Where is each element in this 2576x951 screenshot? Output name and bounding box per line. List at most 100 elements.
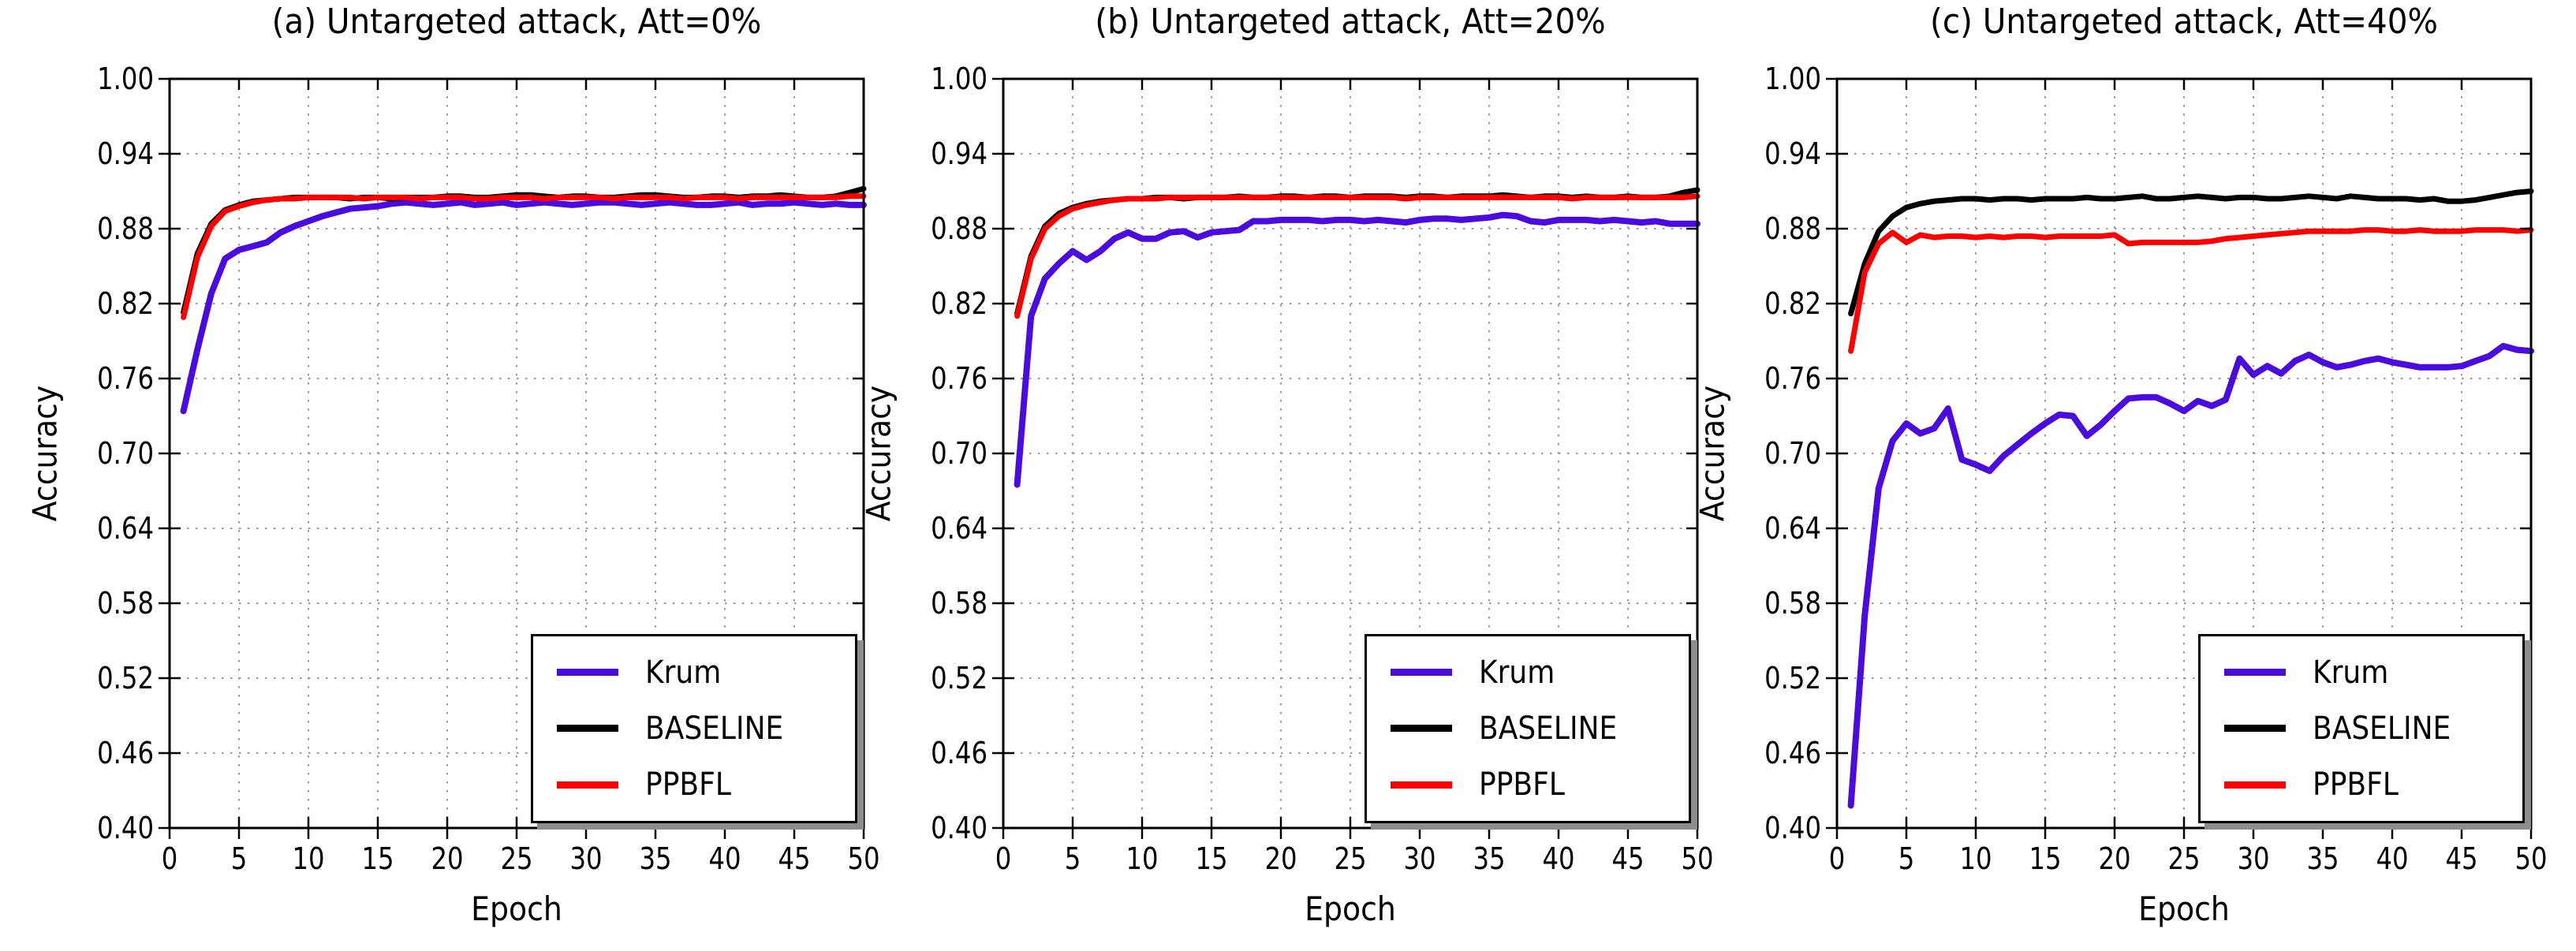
y-tick-label: 0.82 <box>931 286 987 321</box>
y-tick-label: 0.70 <box>1764 436 1821 471</box>
legend-label: BASELINE <box>1479 710 1618 747</box>
legend-item: Krum <box>533 655 855 691</box>
panel-2-x-axis-label: Epoch <box>2138 889 2230 928</box>
x-tick-label: 50 <box>1681 841 1714 876</box>
y-tick-label: 0.64 <box>931 511 987 546</box>
legend-item: BASELINE <box>2201 710 2522 747</box>
y-tick-label: 0.94 <box>1764 136 1821 171</box>
legend-label: PPBFL <box>1479 766 1565 804</box>
x-tick-label: 20 <box>431 841 464 876</box>
x-tick-label: 10 <box>292 841 325 876</box>
series-ppbfl-line <box>1014 193 1701 319</box>
x-tick-label: 45 <box>1611 841 1645 876</box>
x-tick-label: 10 <box>1959 841 1992 876</box>
y-tick-label: 0.82 <box>97 286 154 321</box>
legend-item: BASELINE <box>533 710 855 747</box>
legend-label: Krum <box>645 654 722 691</box>
series-krum-line <box>1847 342 2534 809</box>
x-tick-label: 45 <box>2445 841 2478 876</box>
panel-1-title: (b) Untargeted attack, Att=20% <box>1095 2 1606 42</box>
legend-label: Krum <box>1479 654 1555 691</box>
x-tick-label: 25 <box>500 841 533 876</box>
x-tick-label: 30 <box>569 841 603 876</box>
legend-box: Krum BASELINE PPBFL <box>531 634 857 823</box>
x-tick-label: 50 <box>2514 841 2548 876</box>
series-krum-line <box>180 199 867 415</box>
y-tick-label: 0.46 <box>1764 736 1821 770</box>
x-tick-label: 40 <box>2376 841 2409 876</box>
y-tick-label: 0.58 <box>1764 586 1821 621</box>
gridlines <box>1837 79 2531 828</box>
y-tick-label: 0.76 <box>1764 361 1821 396</box>
series-baseline-line <box>1848 188 2534 317</box>
y-tick-label: 0.58 <box>931 586 987 621</box>
x-tick-label: 5 <box>1898 841 1915 876</box>
panel-0-title: (a) Untargeted attack, Att=0% <box>271 2 762 42</box>
y-tick-label: 0.52 <box>931 661 987 696</box>
x-tick-label: 20 <box>2098 841 2131 876</box>
y-tick-label: 0.88 <box>931 211 987 246</box>
legend-ppbfl-swatch <box>1391 781 1452 789</box>
y-tick-label: 0.40 <box>97 811 154 845</box>
y-tick-label: 0.82 <box>1764 286 1821 321</box>
legend-label: PPBFL <box>645 766 731 804</box>
y-tick-label: 0.58 <box>97 586 154 621</box>
legend-label: BASELINE <box>645 710 784 747</box>
series-krum-line <box>1014 211 1701 488</box>
y-tick-label: 0.40 <box>931 811 987 845</box>
plot-area-1 <box>992 77 1701 839</box>
x-tick-label: 5 <box>1064 841 1081 876</box>
x-tick-label: 35 <box>1473 841 1506 876</box>
y-tick-label: 0.64 <box>1764 511 1821 546</box>
legend-ppbfl-swatch <box>557 781 618 789</box>
y-tick-label: 0.64 <box>97 511 154 546</box>
x-tick-label: 30 <box>2237 841 2270 876</box>
x-tick-label: 20 <box>1264 841 1297 876</box>
gridlines <box>1003 79 1697 828</box>
x-tick-label: 15 <box>1195 841 1228 876</box>
y-tick-label: 1.00 <box>97 62 154 96</box>
series-baseline-line <box>1014 187 1701 317</box>
legend-krum-swatch <box>2224 669 2286 677</box>
x-tick-label: 25 <box>1334 841 1367 876</box>
y-tick-label: 0.46 <box>97 736 154 770</box>
legend-ppbfl-swatch <box>2224 781 2286 789</box>
y-tick-label: 0.70 <box>97 436 154 471</box>
legend-box: Krum BASELINE PPBFL <box>1365 634 1691 823</box>
y-tick-label: 0.76 <box>931 361 987 396</box>
legend-item: PPBFL <box>2201 766 2522 803</box>
x-tick-label: 35 <box>639 841 672 876</box>
x-tick-label: 50 <box>847 841 880 876</box>
panel-0-x-axis-label: Epoch <box>471 889 562 928</box>
series-ppbfl-line <box>181 193 867 320</box>
tick-marks <box>992 77 1699 839</box>
tick-marks <box>1826 77 2533 839</box>
panel-2-title: (c) Untargeted attack, Att=40% <box>1930 2 2438 42</box>
legend-baseline-swatch <box>557 725 618 733</box>
x-tick-label: 40 <box>1542 841 1575 876</box>
y-tick-label: 0.52 <box>1764 661 1821 696</box>
x-tick-label: 45 <box>778 841 811 876</box>
y-tick-label: 0.76 <box>97 361 154 396</box>
x-tick-label: 30 <box>1403 841 1436 876</box>
x-tick-label: 0 <box>995 841 1012 876</box>
legend-item: PPBFL <box>1367 766 1689 803</box>
x-tick-label: 15 <box>2029 841 2062 876</box>
y-tick-label: 0.46 <box>931 736 987 770</box>
x-tick-label: 35 <box>2306 841 2339 876</box>
panel-1-x-axis-label: Epoch <box>1305 889 1396 928</box>
y-tick-label: 0.40 <box>1764 811 1821 845</box>
series-ppbfl-line <box>1848 227 2534 354</box>
y-tick-label: 0.88 <box>1764 211 1821 246</box>
y-tick-label: 1.00 <box>1764 62 1821 96</box>
legend-label: Krum <box>2313 654 2389 691</box>
y-tick-label: 0.52 <box>97 661 154 696</box>
x-tick-label: 0 <box>1828 841 1846 876</box>
legend-baseline-swatch <box>1391 725 1452 733</box>
legend-item: BASELINE <box>1367 710 1689 747</box>
x-tick-label: 0 <box>161 841 178 876</box>
legend-krum-swatch <box>1391 669 1452 677</box>
legend-baseline-swatch <box>2224 725 2286 733</box>
x-tick-label: 25 <box>2167 841 2201 876</box>
